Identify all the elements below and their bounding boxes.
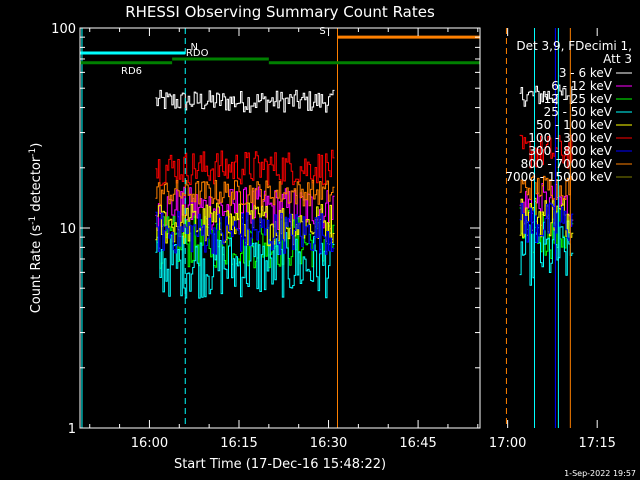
flag-label-rd6: RD6 bbox=[121, 66, 142, 77]
legend-label-6: 300 - 800 keV bbox=[528, 144, 612, 158]
series-line-6-segment-1 bbox=[519, 202, 574, 243]
flag-label-s: S bbox=[319, 26, 325, 37]
y-axis-label: Count Rate (s-1 detector-1) bbox=[28, 143, 44, 314]
legend-label-5: 100 - 300 keV bbox=[528, 131, 612, 145]
series-line-5-segment-1 bbox=[519, 134, 574, 169]
legend-label-7: 800 - 7000 keV bbox=[521, 157, 613, 171]
series-line-4-segment-1 bbox=[519, 197, 574, 238]
legend-label-8: 7000 - 15000 keV bbox=[505, 170, 612, 184]
flag-bars-layer: N RD6 RDO S bbox=[80, 26, 480, 77]
x-tick-label-4: 17:00 bbox=[489, 436, 526, 451]
legend-label-2: 12 - 25 keV bbox=[544, 92, 613, 106]
y-tick-label-1: 10 bbox=[59, 222, 76, 237]
legend-header-line-1: Det 3,9, FDecimi 1, bbox=[516, 39, 632, 53]
y-tick-label-2: 100 bbox=[51, 22, 76, 37]
series-line-3-segment-0 bbox=[155, 232, 335, 299]
y-axis-label-part-1: Count Rate (s bbox=[29, 225, 44, 314]
series-line-0-segment-0 bbox=[155, 89, 335, 113]
flag-label-rdo: RDO bbox=[186, 48, 209, 59]
x-tick-label-0: 16:00 bbox=[131, 436, 168, 451]
footer-timestamp: 1-Sep-2022 19:57 bbox=[564, 469, 636, 478]
series-line-7-segment-1 bbox=[519, 175, 574, 201]
series-line-6-segment-0 bbox=[155, 211, 335, 255]
y-axis-label-sup-1: -1 bbox=[28, 216, 38, 225]
chart-title: RHESSI Observing Summary Count Rates bbox=[125, 3, 435, 21]
legend-label-4: 50 - 100 keV bbox=[536, 118, 613, 132]
series-line-0-segment-1 bbox=[519, 84, 574, 107]
legend-header-line-2: Att 3 bbox=[603, 52, 632, 66]
axes-layer: 16:00 16:15 16:30 16:45 17:00 17:15 1 10 100 bbox=[51, 22, 616, 451]
legend-label-3: 25 - 50 keV bbox=[544, 105, 613, 119]
x-tick-label-5: 17:15 bbox=[578, 436, 615, 451]
x-axis-label: Start Time (17-Dec-16 15:48:22) bbox=[174, 457, 386, 472]
vertical-lines-layer bbox=[81, 28, 571, 428]
y-axis-label-part-2: detector bbox=[29, 156, 44, 216]
legend-label-0: 3 - 6 keV bbox=[559, 66, 613, 80]
x-tick-label-2: 16:30 bbox=[310, 436, 347, 451]
y-axis-label-sup-2: -1 bbox=[28, 148, 38, 157]
legend-label-1: 6 - 12 keV bbox=[551, 79, 613, 93]
flag-label-n: N bbox=[190, 42, 197, 53]
x-tick-label-3: 16:45 bbox=[399, 436, 436, 451]
y-tick-label-0: 1 bbox=[68, 422, 76, 437]
y-axis-label-part-3: ) bbox=[29, 143, 44, 148]
x-tick-label-1: 16:15 bbox=[220, 436, 257, 451]
